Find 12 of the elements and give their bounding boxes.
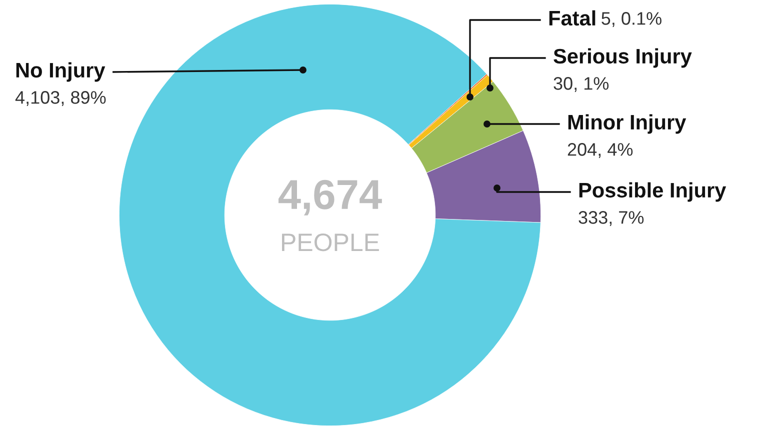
slice-label: No Injury — [16, 62, 106, 82]
slice-label: Serious Injury — [554, 48, 692, 68]
slice-label: Fatal — [549, 10, 596, 26]
slice-label: Minor Injury — [568, 114, 686, 134]
text: PEOPLE — [282, 234, 379, 252]
data-label: 333, 7% — [578, 211, 644, 226]
data-label: 4,103, 89% — [15, 91, 106, 106]
data-label: 5, 0.1% — [602, 12, 662, 27]
slice-label: Possible Injury — [579, 182, 726, 202]
data-label: 204, 4% — [568, 143, 633, 158]
text: 4,674 — [278, 180, 382, 216]
data-label: 30, 1% — [554, 77, 609, 92]
